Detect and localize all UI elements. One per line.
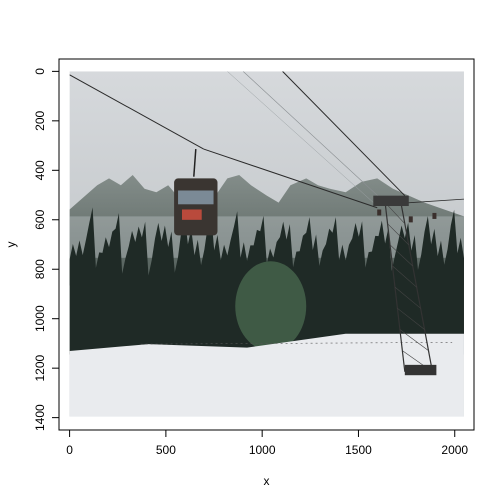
y-axis-title: y bbox=[4, 242, 18, 248]
pylon bbox=[373, 195, 437, 376]
x-tick-label: 2000 bbox=[441, 443, 468, 457]
y-tick-label: 800 bbox=[33, 259, 47, 279]
cable bbox=[69, 74, 204, 150]
y-tick-label: 1400 bbox=[33, 404, 47, 431]
y-axis: 0 200 400 600 800 1000 1200 1400 bbox=[33, 68, 60, 431]
snow-ground bbox=[69, 333, 464, 417]
y-tick-label: 0 bbox=[33, 68, 47, 75]
cable bbox=[282, 71, 406, 197]
x-axis-title: x bbox=[264, 474, 270, 488]
x-tick-label: 500 bbox=[156, 443, 176, 457]
cable bbox=[203, 148, 378, 209]
x-tick-label: 1000 bbox=[249, 443, 276, 457]
foreground-tree bbox=[235, 261, 307, 352]
gondola bbox=[174, 148, 218, 236]
photo-image bbox=[69, 71, 464, 417]
distant-gondola bbox=[432, 212, 437, 219]
y-tick-label: 400 bbox=[33, 160, 47, 180]
y-tick-label: 1000 bbox=[33, 305, 47, 332]
x-tick-label: 0 bbox=[66, 443, 73, 457]
x-tick-label: 1500 bbox=[345, 443, 372, 457]
cable bbox=[242, 71, 386, 203]
x-axis: 0 500 1000 1500 2000 bbox=[66, 429, 468, 457]
cable bbox=[227, 71, 378, 207]
y-tick-label: 1200 bbox=[33, 354, 47, 381]
distant-gondola bbox=[377, 209, 382, 216]
fence bbox=[140, 342, 453, 345]
y-tick-label: 600 bbox=[33, 209, 47, 229]
distant-gondola bbox=[408, 216, 413, 223]
y-tick-label: 200 bbox=[33, 111, 47, 131]
